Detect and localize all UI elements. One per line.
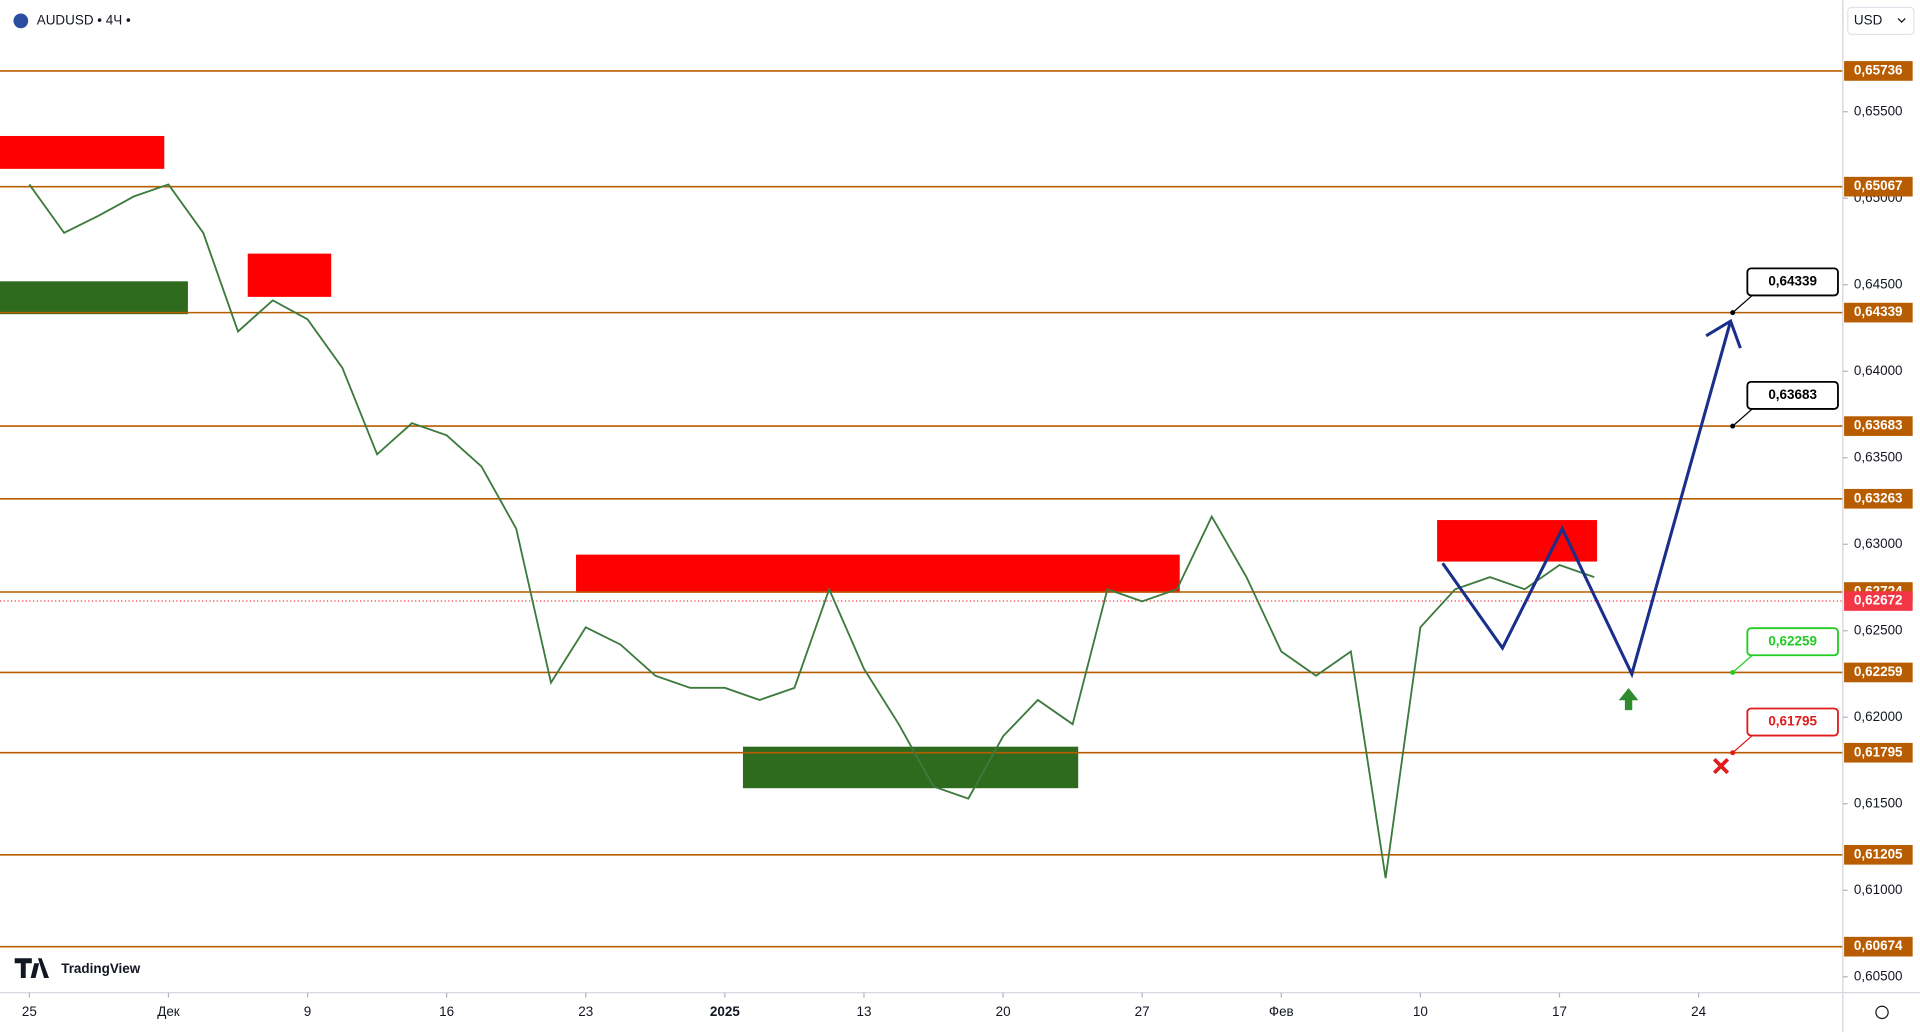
callout-dot: [1730, 670, 1736, 675]
level-label: 0,65067: [1854, 178, 1903, 193]
x-tick-label: Дек: [157, 1004, 180, 1019]
callout-dot: [1730, 310, 1736, 316]
plot: [0, 70, 1843, 948]
currency-caret: [1897, 17, 1906, 23]
level-label-box: [1844, 742, 1913, 763]
level-label: 0,61795: [1854, 744, 1903, 759]
callout-label: 0,61795: [1768, 714, 1817, 729]
callout-pointer: [1732, 654, 1753, 673]
buy-arrow: [1618, 688, 1639, 711]
x-tick-label: 27: [1135, 1004, 1150, 1019]
current-price-box: [1844, 591, 1913, 611]
level-label-box: [1844, 302, 1913, 323]
level-label-box: [1844, 416, 1913, 436]
zone: [742, 746, 1079, 789]
callout-dot: [1730, 750, 1736, 756]
callout-label: 0,64339: [1768, 273, 1817, 288]
zone: [247, 253, 332, 297]
y-tick-label: 0,61500: [1854, 795, 1903, 810]
y-tick-label: 0,62000: [1854, 709, 1903, 724]
y-tick-label: 0,60500: [1854, 968, 1903, 983]
x-tick-label: 13: [856, 1004, 871, 1019]
currency-label[interactable]: USD: [1854, 12, 1883, 27]
x-tick-label: 9: [304, 1004, 311, 1019]
x-tick-label: 20: [996, 1004, 1011, 1019]
y-tick-label: 0,65500: [1854, 103, 1903, 118]
current-price-label: 0,62672: [1854, 593, 1903, 608]
callout-box: [1746, 267, 1839, 297]
level-label: 0,65736: [1854, 62, 1903, 77]
callout-pointer: [1732, 294, 1753, 314]
y-tick-label: 0,63500: [1854, 449, 1903, 464]
level-label-box: [1844, 176, 1913, 197]
x-tick-label: Фев: [1269, 1004, 1294, 1019]
level-label-box: [1844, 936, 1913, 957]
level-label: 0,62259: [1854, 664, 1903, 679]
y-tick-label: 0,62500: [1854, 622, 1903, 637]
x-tick-label: 25: [22, 1004, 37, 1019]
level-label-box: [1844, 61, 1913, 81]
logo-icon: [14, 958, 49, 978]
level-label-box: [1844, 844, 1913, 865]
callout-label: 0,63683: [1768, 387, 1817, 402]
projection-arrowhead: [1705, 318, 1742, 349]
symbol-title[interactable]: AUDUSD • 4Ч •: [37, 12, 131, 27]
x-tick-label: 17: [1552, 1004, 1567, 1019]
callout-pointer: [1732, 735, 1753, 754]
callout-box: [1746, 380, 1839, 410]
y-tick-label: 0,64500: [1854, 276, 1903, 291]
level-label: 0,64339: [1854, 304, 1903, 319]
currency-button[interactable]: [1847, 6, 1915, 36]
zone: [576, 554, 1180, 593]
zone: [0, 135, 165, 169]
y-tick-label: 0,63000: [1854, 536, 1903, 551]
level-label: 0,61205: [1854, 846, 1903, 861]
callout-box: [1746, 627, 1839, 657]
level-label-box: [1844, 488, 1913, 509]
settings-icon[interactable]: [1875, 1005, 1889, 1020]
symbol-icon: [13, 13, 29, 29]
level-label-box: [1844, 662, 1913, 683]
callout-pointer: [1732, 408, 1753, 427]
level-label: 0,63263: [1854, 490, 1903, 505]
level-label: 0,60674: [1854, 938, 1903, 953]
x-tick-label: 16: [439, 1004, 454, 1019]
price-line: [28, 183, 1595, 879]
stop-cross: [1712, 757, 1730, 775]
x-tick-label: 24: [1691, 1004, 1706, 1019]
x-tick-label: 23: [578, 1004, 593, 1019]
x-tick-label: 10: [1413, 1004, 1428, 1019]
y-tick-label: 0,61000: [1854, 882, 1903, 897]
zone: [0, 281, 188, 315]
callout-label: 0,62259: [1768, 633, 1817, 648]
level-label: 0,63683: [1854, 418, 1903, 433]
callout-dot: [1730, 423, 1736, 429]
y-tick-label: 0,64000: [1854, 363, 1903, 378]
x-tick-label: 2025: [710, 1004, 740, 1019]
projection-line: [1441, 320, 1733, 679]
watermark: TradingView: [61, 961, 141, 976]
callout-box: [1746, 707, 1839, 737]
zone: [1437, 520, 1598, 562]
